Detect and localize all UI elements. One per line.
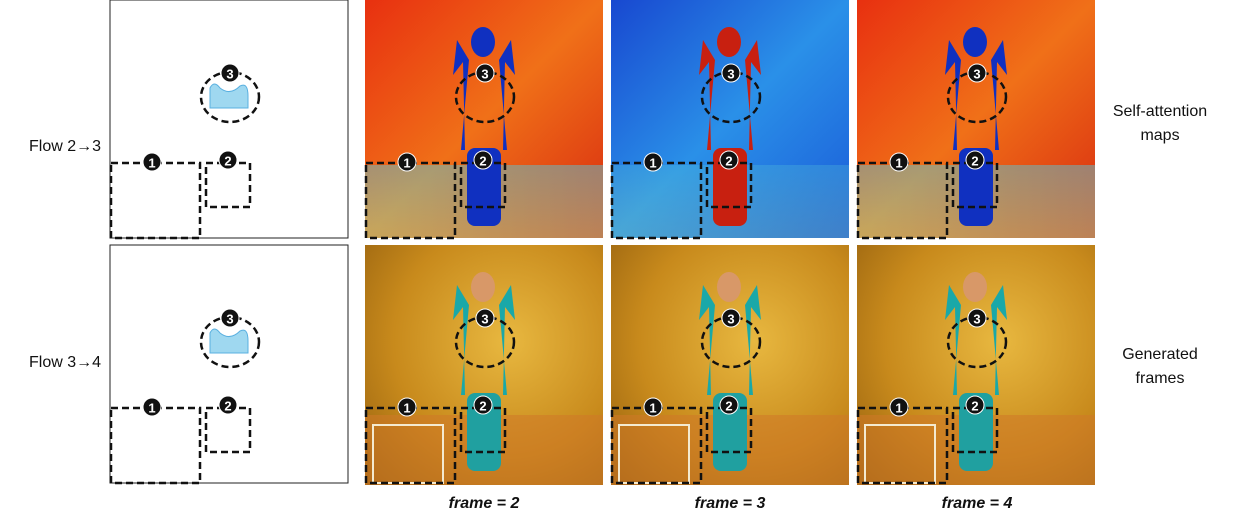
marker-label: 3 <box>226 67 233 82</box>
row-label: Flow 2→3 <box>20 138 110 156</box>
marker-label: 2 <box>725 399 732 414</box>
caption: frame = 3 <box>630 495 830 513</box>
caption: frame = 4 <box>877 495 1077 513</box>
marker-label: 2 <box>971 154 978 169</box>
marker-label: 3 <box>481 67 488 82</box>
marker-label: 2 <box>971 399 978 414</box>
marker-label: 1 <box>649 401 656 416</box>
panel: 1 2 3 <box>611 245 849 485</box>
side-label: Generated frames <box>1110 343 1210 391</box>
panel: 1 2 3 <box>611 0 849 238</box>
marker-label: 1 <box>895 401 902 416</box>
marker-label: 3 <box>727 312 734 327</box>
marker-label: 1 <box>148 401 155 416</box>
marker-label: 2 <box>725 154 732 169</box>
marker-label: 2 <box>224 154 231 169</box>
marker-label: 3 <box>973 312 980 327</box>
flow-panel <box>110 245 348 483</box>
figure-head <box>963 272 987 302</box>
marker-label: 3 <box>481 312 488 327</box>
marker-label: 1 <box>403 401 410 416</box>
panels: 1 2 3 1 2 3 1 2 3 1 2 3 1 2 3 1 2 3 1 2 3 1 2 3 <box>0 0 1245 523</box>
flow-panel <box>110 0 348 238</box>
figure-head <box>471 27 495 57</box>
panel: 1 2 3 <box>857 0 1095 238</box>
marker-label: 1 <box>895 156 902 171</box>
marker-label: 2 <box>224 399 231 414</box>
figure: 1 2 3 1 2 3 1 2 3 1 2 3 1 2 3 1 2 3 1 2 3 1 2 3 Flow 2→3 Flow 3… <box>0 0 1245 523</box>
panel: 1 2 3 <box>365 245 603 485</box>
panel: 1 2 3 <box>365 0 603 238</box>
panel: 1 2 3 <box>110 0 348 238</box>
marker-label: 1 <box>649 156 656 171</box>
figure-head <box>717 272 741 302</box>
row-label: Flow 3→4 <box>20 354 110 372</box>
figure-head <box>717 27 741 57</box>
marker-label: 2 <box>479 154 486 169</box>
caption: frame = 2 <box>384 495 584 513</box>
marker-label: 1 <box>403 156 410 171</box>
marker-label: 1 <box>148 156 155 171</box>
panel: 1 2 3 <box>110 245 348 483</box>
figure-head <box>963 27 987 57</box>
panel: 1 2 3 <box>857 245 1095 485</box>
figure-head <box>471 272 495 302</box>
marker-label: 3 <box>727 67 734 82</box>
marker-label: 2 <box>479 399 486 414</box>
side-label: Self-attention maps <box>1105 100 1215 148</box>
marker-label: 3 <box>226 312 233 327</box>
marker-label: 3 <box>973 67 980 82</box>
